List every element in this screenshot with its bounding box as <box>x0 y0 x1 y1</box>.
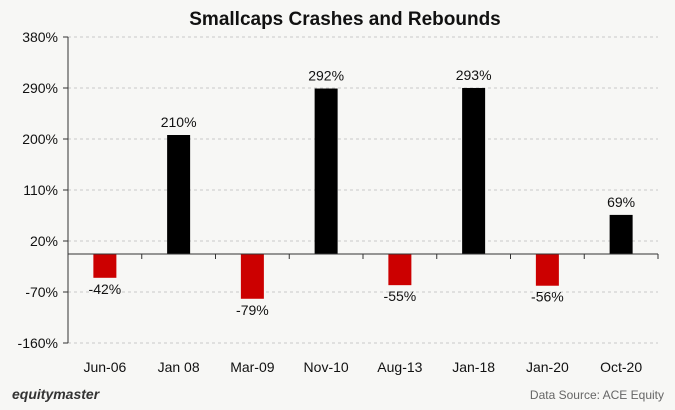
bar-oct-20 <box>609 214 633 254</box>
y-tick-label: 20% <box>30 233 58 249</box>
grid-lines <box>68 36 658 344</box>
data-source-note: Data Source: ACE Equity <box>530 388 664 402</box>
bar-jan-20 <box>535 254 559 286</box>
data-label: 69% <box>607 194 635 210</box>
x-tick-label: Oct-20 <box>600 359 642 375</box>
x-tick-label: Jan-20 <box>526 359 569 375</box>
y-tick-label: -70% <box>25 284 58 300</box>
bar-aug-13 <box>388 254 412 286</box>
x-tick-label: Nov-10 <box>304 359 349 375</box>
bars <box>93 87 633 299</box>
chart-title: Smallcaps Crashes and Rebounds <box>189 9 501 30</box>
bar-jun-06 <box>93 254 117 278</box>
axes <box>63 36 659 344</box>
y-tick-label: 380% <box>22 29 58 45</box>
data-label: -79% <box>236 302 269 318</box>
data-label: -42% <box>89 281 122 297</box>
y-tick-label: -160% <box>18 335 58 351</box>
bar-jan-08 <box>167 135 191 254</box>
bar-jan-18 <box>462 87 486 254</box>
y-tick-label: 200% <box>22 131 58 147</box>
y-tick-labels: 380% 290% 200% 110% 20% -70% -160% <box>18 29 58 351</box>
x-tick-label: Jan-18 <box>452 359 495 375</box>
data-label: 293% <box>456 67 492 83</box>
y-tick-label: 290% <box>22 80 58 96</box>
data-label: -55% <box>384 288 417 304</box>
data-label: 292% <box>308 68 344 84</box>
data-labels: -42% 210% -79% 292% -55% 293% -56% 69% <box>89 67 636 318</box>
bar-mar-09 <box>240 254 264 299</box>
x-tick-label: Jan 08 <box>158 359 200 375</box>
x-tick-labels: Jun-06 Jan 08 Mar-09 Nov-10 Aug-13 Jan-18 Jan-… <box>83 359 642 375</box>
data-label: 210% <box>161 114 197 130</box>
data-label: -56% <box>531 289 564 305</box>
bar-nov-10 <box>314 88 338 255</box>
x-tick-label: Mar-09 <box>230 359 275 375</box>
x-tick-label: Jun-06 <box>83 359 126 375</box>
brand-logo: equitymaster <box>12 386 101 402</box>
x-tick-label: Aug-13 <box>377 359 422 375</box>
y-tick-label: 110% <box>23 182 58 198</box>
